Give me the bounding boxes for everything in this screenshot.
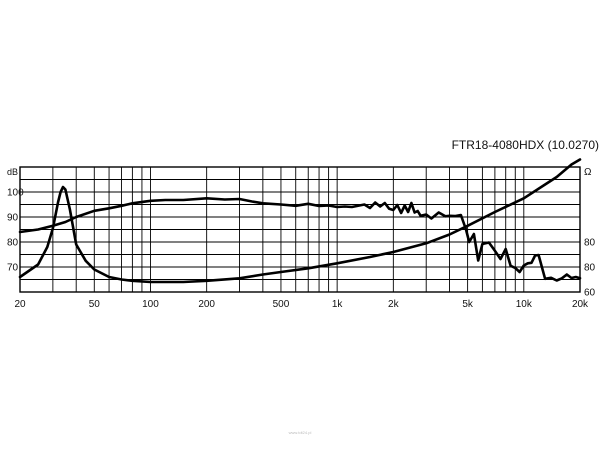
y-tick-label-left: 70 xyxy=(7,263,19,274)
x-tick-label: 1k xyxy=(332,299,344,310)
x-tick-label: 2k xyxy=(388,299,400,310)
grid-lines xyxy=(20,167,580,292)
y-tick-label-left: 90 xyxy=(7,213,19,224)
spl-response-line xyxy=(18,197,582,282)
x-tick-label: 100 xyxy=(142,299,159,310)
y-tick-label-left: 80 xyxy=(7,238,19,249)
y-tick-label-right: 80 xyxy=(584,263,596,274)
watermark: www.tdt24.pl xyxy=(288,430,312,435)
y-tick-label-right: 80 xyxy=(584,238,596,249)
chart-title: FTR18-4080HDX (10.0270) xyxy=(452,138,599,152)
x-tick-label: 10k xyxy=(516,299,533,310)
y-tick-label-right: 60 xyxy=(584,288,596,299)
x-tick-label: 20k xyxy=(572,299,589,310)
y-axis-label-right: Ω xyxy=(584,167,592,178)
impedance-line xyxy=(18,158,582,284)
y-tick-label-left: 100 xyxy=(7,188,24,199)
x-tick-label: 5k xyxy=(462,299,474,310)
x-tick-label: 20 xyxy=(14,299,26,310)
x-tick-label: 50 xyxy=(89,299,101,310)
plot-frame xyxy=(19,166,581,293)
tick-labels: 20 50 100 200 500 1k 2k 5k 10k 20k 70 80 90 100 60 80 80 xyxy=(7,188,596,311)
x-tick-label: 200 xyxy=(198,299,215,310)
series-layer xyxy=(18,158,582,284)
x-tick-label: 500 xyxy=(273,299,290,310)
y-axis-label-left: dB xyxy=(7,167,18,177)
